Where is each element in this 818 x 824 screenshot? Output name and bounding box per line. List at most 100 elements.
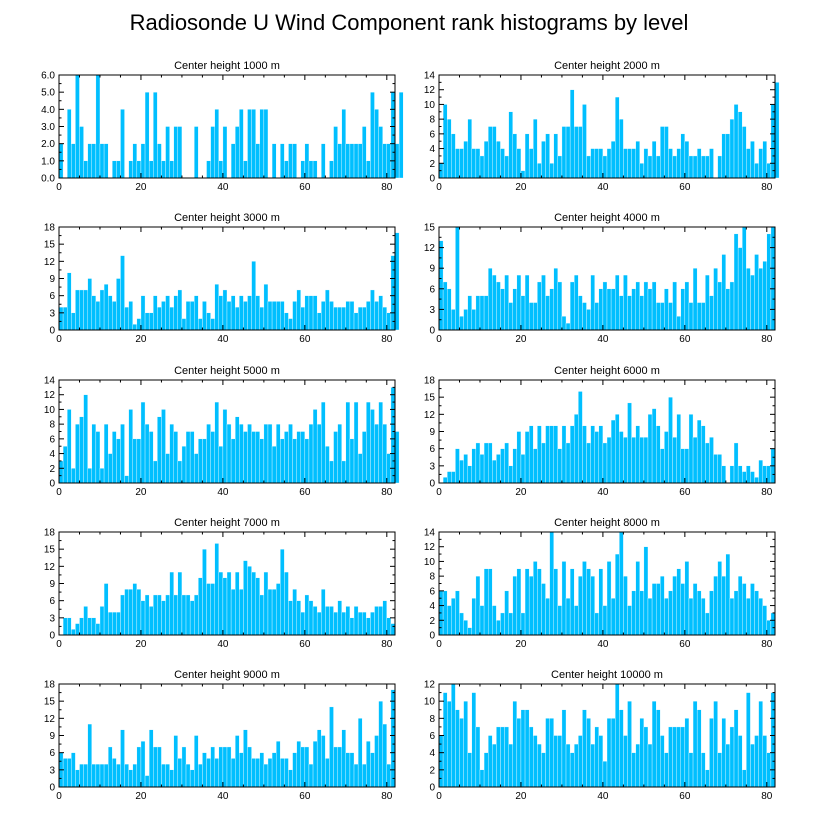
histogram-bar (235, 735, 240, 788)
histogram-bar (447, 118, 452, 179)
histogram-bar (349, 143, 355, 179)
histogram-bar (157, 416, 162, 484)
histogram-bar (541, 141, 546, 179)
histogram-bar (198, 438, 203, 484)
x-tick-label: 60 (679, 334, 691, 345)
histogram-bar (394, 232, 400, 331)
histogram-bar (590, 425, 595, 484)
histogram-bar (758, 700, 763, 788)
histogram-bar (321, 589, 326, 636)
x-tick-label: 40 (597, 487, 609, 498)
histogram-bar (357, 453, 363, 484)
histogram-bar (487, 126, 493, 179)
histogram-bar (627, 605, 632, 636)
y-tick-label: 9 (49, 731, 55, 742)
histogram-bar (87, 278, 92, 331)
histogram-bar (479, 605, 485, 636)
histogram-bar (153, 91, 158, 179)
histogram-bar (87, 468, 92, 484)
histogram-bar (688, 598, 694, 636)
histogram-bar (643, 726, 649, 788)
histogram-bar (67, 109, 72, 179)
histogram-bar (337, 746, 342, 788)
y-tick-label: 2 (429, 765, 435, 776)
histogram-bar (300, 611, 306, 636)
histogram-bar (737, 247, 743, 331)
histogram-bar (688, 752, 694, 788)
histogram-bar (688, 155, 694, 179)
histogram-bar (545, 598, 550, 636)
x-tick-label: 0 (56, 487, 62, 498)
histogram-bar (259, 109, 265, 179)
histogram-bar (586, 442, 591, 484)
y-tick-label: 8 (429, 714, 435, 725)
histogram-bar (557, 281, 563, 331)
histogram-bar (500, 448, 505, 484)
histogram-bar (136, 589, 142, 636)
histogram-bar (590, 743, 595, 788)
figure-title: Radiosonde U Wind Component rank histogr… (130, 10, 689, 35)
histogram-bar (308, 423, 314, 484)
histogram-bar (136, 438, 142, 484)
histogram-bar (504, 590, 509, 636)
histogram-bar (664, 288, 669, 331)
histogram-bar (631, 437, 636, 484)
histogram-bar (766, 465, 772, 484)
histogram-bar (280, 438, 285, 484)
histogram-bar (758, 459, 763, 484)
histogram-bar (602, 442, 608, 484)
histogram-bar (382, 423, 387, 484)
histogram-bar (345, 143, 351, 179)
histogram-bar (668, 148, 673, 179)
histogram-bar (239, 295, 244, 331)
histogram-bar (157, 143, 162, 179)
histogram-bar (71, 752, 76, 788)
histogram-bar (479, 454, 485, 484)
x-tick-label: 80 (761, 639, 773, 650)
panel-title: Center height 3000 m (174, 212, 280, 224)
histogram-bar (284, 312, 289, 331)
histogram-bar (275, 423, 281, 484)
y-tick-label: 0 (49, 326, 55, 337)
histogram-bar (390, 255, 396, 331)
histogram-bar (537, 743, 542, 788)
y-tick-label: 14 (44, 376, 56, 387)
histogram-bar (329, 301, 334, 331)
histogram-bar (766, 163, 772, 179)
histogram-bar (382, 723, 387, 788)
histogram-bar (754, 254, 759, 331)
histogram-bar (210, 318, 215, 331)
histogram-bar (602, 605, 608, 636)
histogram-bar (737, 735, 743, 788)
histogram-bar (701, 752, 706, 788)
histogram-bar (545, 425, 550, 484)
histogram-bar (357, 306, 363, 331)
histogram-bar (321, 301, 326, 331)
histogram-bar (672, 726, 677, 788)
x-tick-label: 60 (299, 639, 311, 650)
histogram-bar (725, 743, 731, 788)
histogram-bar (737, 465, 743, 484)
histogram-bar (345, 301, 351, 331)
histogram-bar (206, 583, 211, 636)
histogram-bar (181, 446, 187, 484)
histogram-bar (574, 743, 579, 788)
histogram-bar (680, 726, 686, 788)
histogram-bar (304, 594, 310, 636)
histogram-bar (520, 454, 526, 484)
histogram-bar (467, 465, 472, 484)
y-tick-label: 0 (49, 631, 55, 642)
histogram-bar (701, 598, 706, 636)
histogram-bar (643, 281, 649, 331)
histogram-bar (255, 577, 260, 636)
histogram-bar (292, 752, 297, 788)
histogram-bar (284, 431, 289, 484)
histogram-bar (62, 617, 68, 636)
histogram-bar (729, 726, 735, 788)
histogram-bar (304, 438, 310, 484)
y-tick-label: 8 (49, 420, 55, 431)
histogram-bar (762, 735, 767, 788)
histogram-bar (218, 746, 224, 788)
x-tick-label: 0 (56, 791, 62, 802)
y-tick-label: 4 (429, 748, 435, 759)
